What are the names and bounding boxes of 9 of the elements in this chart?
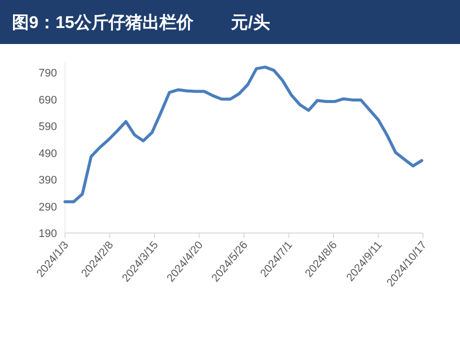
y-tick-label: 190 <box>38 228 57 240</box>
y-tick-label: 490 <box>38 148 57 160</box>
y-tick-label: 790 <box>38 68 57 80</box>
chart-title: 图9：15公斤仔猪出栏价 元/头 <box>12 13 270 32</box>
y-tick-label: 390 <box>38 174 57 187</box>
line-series <box>64 66 424 204</box>
y-tick-label: 690 <box>38 94 57 106</box>
y-tick-label: 590 <box>38 121 57 134</box>
y-tick-label: 290 <box>38 201 57 214</box>
